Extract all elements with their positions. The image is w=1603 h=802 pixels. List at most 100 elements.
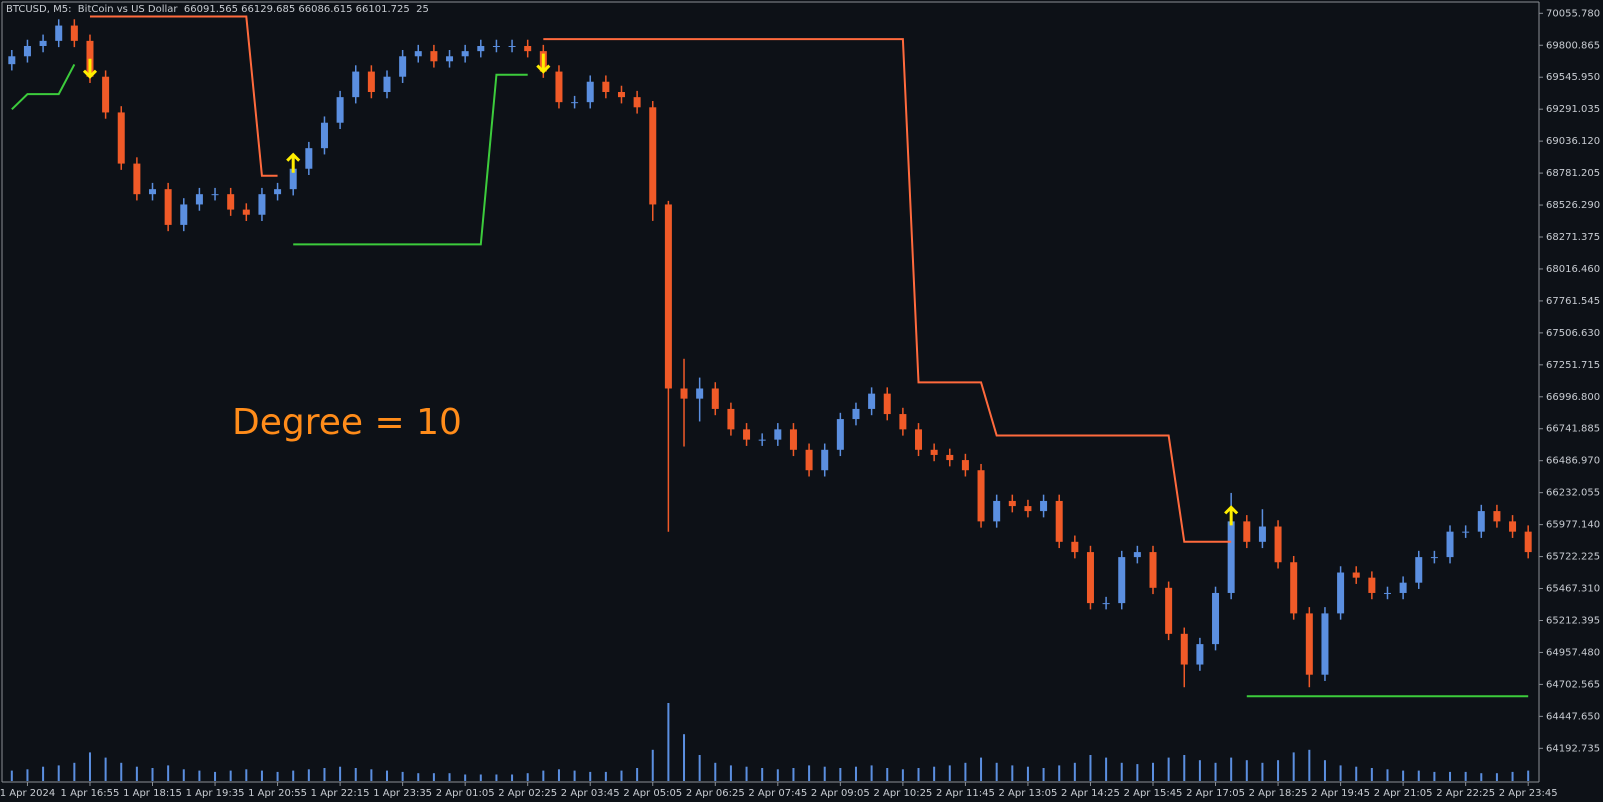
volume-bar	[1292, 752, 1295, 781]
y-tick-label: 65977.140	[1546, 520, 1600, 531]
y-tick-label: 65722.225	[1546, 552, 1600, 563]
candle-body	[149, 189, 157, 195]
band-line	[11, 63, 1529, 698]
volume-bar	[1183, 755, 1186, 781]
candle-body	[274, 189, 282, 195]
candle-body	[555, 71, 563, 103]
candle-body	[696, 388, 704, 399]
signal-arrow	[82, 58, 98, 79]
volume-bar	[901, 769, 904, 781]
volume-bar	[1230, 757, 1233, 781]
x-tick-label: 2 Apr 10:25	[873, 788, 932, 799]
y-tick-label: 69291.035	[1546, 104, 1600, 115]
volume-bar	[1449, 771, 1452, 781]
x-tick-label: 2 Apr 03:45	[561, 788, 620, 799]
candle-body	[70, 25, 78, 41]
candle-body	[680, 388, 688, 399]
volume-bar	[1136, 764, 1139, 781]
volume-bar	[557, 769, 560, 781]
x-tick-label: 2 Apr 13:05	[999, 788, 1058, 799]
candle-body	[930, 449, 938, 455]
volume-bar	[1370, 768, 1373, 781]
candle-body	[1071, 541, 1079, 553]
volume-bar	[511, 774, 514, 781]
candle-body	[8, 56, 16, 65]
y-tick-label: 64702.565	[1546, 679, 1600, 690]
candle-body	[883, 393, 891, 415]
candle-body	[868, 393, 876, 409]
volume-bar	[886, 768, 889, 781]
volume-bar	[745, 766, 748, 781]
candle-body	[524, 45, 532, 52]
volume-bar	[1355, 766, 1358, 781]
volume-bar	[432, 773, 435, 781]
candle-body	[1368, 577, 1376, 593]
volume-bar	[214, 771, 217, 781]
volume-bar	[120, 762, 123, 781]
candle-body	[789, 429, 797, 450]
y-tick-label: 69036.120	[1546, 136, 1600, 147]
candle-body	[727, 408, 735, 430]
volume-bar	[1214, 762, 1217, 781]
volume-bar	[917, 768, 920, 781]
x-tick-label: 2 Apr 18:25	[1249, 788, 1308, 799]
volume-bar	[667, 703, 670, 781]
volume-bar	[683, 734, 686, 781]
volume-bar	[776, 769, 779, 781]
candle-body	[195, 194, 203, 205]
candle-body	[977, 470, 985, 522]
volume-bar	[854, 766, 857, 781]
volume-bar	[1386, 769, 1389, 781]
x-tick-label: 1 Apr 2024	[0, 788, 55, 799]
volume-bar	[10, 770, 13, 781]
y-tick-label: 67761.545	[1546, 296, 1600, 307]
volume-bar	[182, 769, 185, 781]
candle-body	[633, 97, 641, 108]
candle-body	[1258, 526, 1266, 542]
volume-bar	[370, 769, 373, 781]
volume-bar	[980, 757, 983, 781]
candle-body	[1149, 552, 1157, 588]
x-tick-label: 1 Apr 16:55	[61, 788, 120, 799]
candle-body	[1477, 511, 1485, 532]
y-tick-label: 68016.460	[1546, 264, 1600, 275]
volume-bar	[323, 768, 326, 781]
y-tick-label: 66996.800	[1546, 392, 1600, 403]
signal-arrow	[536, 53, 551, 74]
candle-body	[430, 51, 438, 62]
candle-body	[1415, 557, 1423, 583]
x-tick-label: 2 Apr 11:45	[936, 788, 995, 799]
candle-body	[1133, 552, 1141, 558]
candle-body	[258, 194, 266, 215]
volume-bar	[1042, 768, 1045, 781]
candle-body	[1321, 613, 1329, 675]
chart-header: BTCUSD, M5: BitCoin vs US Dollar 66091.5…	[6, 4, 429, 15]
candle-body	[211, 194, 219, 196]
volume-bar	[73, 762, 76, 781]
volume-bar	[870, 765, 873, 781]
candle-body	[1086, 552, 1094, 604]
x-tick-label: 2 Apr 02:25	[498, 788, 557, 799]
x-tick-label: 2 Apr 22:25	[1436, 788, 1495, 799]
candle-body	[743, 429, 751, 440]
candle-body	[55, 25, 63, 41]
volume-bar	[714, 762, 717, 781]
candle-body	[1274, 526, 1282, 563]
candle-body	[1243, 521, 1251, 542]
volume-bar	[792, 768, 795, 781]
volume-bar	[307, 769, 310, 781]
volume-bar	[729, 765, 732, 781]
candle-body	[1212, 592, 1220, 645]
volume-bar	[135, 766, 138, 781]
volume-bar	[1198, 760, 1201, 781]
volume-bar	[542, 770, 545, 781]
volume-bar	[823, 766, 826, 781]
volume-bar	[995, 762, 998, 781]
candle-body	[305, 148, 313, 169]
volume-bar	[808, 765, 811, 781]
y-tick-label: 66486.970	[1546, 456, 1600, 467]
x-tick-label: 2 Apr 14:25	[1061, 788, 1120, 799]
candle-body	[352, 71, 360, 98]
candle-body	[1509, 521, 1517, 532]
candle-body	[711, 388, 719, 409]
